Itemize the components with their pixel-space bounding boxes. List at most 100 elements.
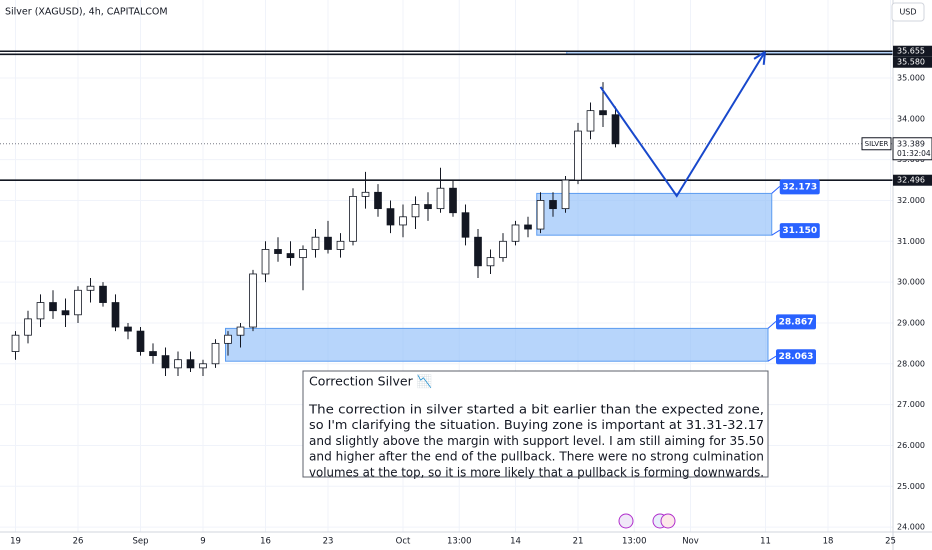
candle-body [449, 187, 457, 214]
callout [779, 179, 820, 195]
x-tick-label: 16 [260, 537, 271, 547]
x-tick-label: Oct [396, 537, 411, 547]
y-tick-label: 34.000 [897, 114, 925, 123]
candle-body [611, 114, 620, 145]
candle-body [424, 204, 432, 210]
x-tick-label: 21 [573, 537, 584, 547]
callout [776, 349, 816, 365]
x-tick-label: 18 [823, 537, 834, 547]
candle-body [386, 208, 395, 226]
currency-button[interactable] [891, 2, 925, 22]
candle-body [499, 240, 507, 259]
projection [599, 51, 766, 198]
candle-body [599, 110, 607, 116]
candle-body [536, 200, 545, 230]
candles [11, 82, 620, 377]
x-tick-label: 25 [885, 537, 896, 547]
candle-body [474, 236, 482, 267]
candle-body [324, 236, 332, 250]
candle-body [274, 249, 282, 254]
y-tick-label: 25.000 [897, 482, 925, 491]
x-tick-label: 19 [10, 537, 21, 547]
candle-body [49, 302, 57, 312]
candle-body [161, 355, 170, 369]
note-line: so I'm clarifying the situation. Buying … [309, 417, 764, 432]
labels: 24.000 25.000 26.000 27.000 28.000 29.000 30.0… [10, 45, 932, 547]
zones [225, 50, 894, 362]
candle-body [549, 200, 557, 210]
arrow-head [762, 51, 766, 65]
chart-title: Silver (XAGUSD), 4h, CAPITALCOM [5, 7, 168, 18]
zone [225, 327, 769, 362]
candle-body [461, 212, 470, 238]
note-title: Correction Silver 📉 [309, 374, 432, 389]
level-label: 35.655 [897, 47, 925, 56]
candle-body [249, 273, 257, 328]
callout-label: 31.150 [782, 226, 817, 236]
candle-body [336, 240, 345, 250]
candle-body [199, 363, 207, 369]
candle-body [586, 110, 595, 132]
note-line: The correction in silver started a bit e… [308, 402, 764, 417]
candle-body [299, 249, 307, 259]
level-badge [893, 174, 932, 186]
candle-body [524, 224, 532, 230]
candle-body [186, 359, 195, 369]
candle-body [261, 249, 270, 275]
y-tick-label: 26.000 [897, 441, 925, 450]
x-tick-label: 13:00 [622, 537, 647, 547]
candle-body [574, 130, 582, 181]
callout [776, 314, 816, 330]
y-tick-label: 30.000 [897, 278, 925, 287]
y-tick-label: 27.000 [897, 400, 925, 409]
candle-body [511, 224, 520, 242]
level-label: 35.580 [897, 58, 925, 67]
candle-body [349, 195, 357, 242]
callout-line [767, 355, 777, 362]
last-price-badge [892, 137, 932, 161]
last-price-name-badge [861, 137, 892, 151]
y-tick-label: 31.000 [897, 237, 925, 246]
x-tick-label: 23 [323, 537, 334, 547]
currency[interactable]: USD [899, 8, 916, 17]
event-icon[interactable] [660, 513, 676, 529]
x-tick-label: 13:00 [447, 537, 472, 547]
callout-line [771, 229, 781, 236]
countdown: 01:32:04 [897, 149, 931, 158]
level-label: 32.496 [897, 176, 925, 185]
time-axis-bg [0, 532, 932, 550]
x-tick-label: 26 [73, 537, 84, 547]
candle-body [311, 236, 320, 250]
candle-body [61, 310, 70, 316]
event-icon[interactable] [618, 513, 634, 529]
y-tick-label: 28.000 [897, 359, 925, 368]
x-tick-label: 14 [510, 537, 521, 547]
candle-body [211, 342, 220, 365]
callout-line [767, 321, 777, 329]
candle-body [436, 187, 445, 210]
callout-line [771, 186, 781, 194]
candle-body [374, 191, 382, 210]
y-tick-label: 35.000 [897, 73, 925, 82]
note: Correction Silver 📉 The correction in sil… [302, 370, 769, 479]
candle-body [86, 285, 95, 291]
arrow-head [753, 51, 766, 60]
callout-label: 32.173 [782, 182, 817, 192]
x-tick-label: Nov [682, 537, 699, 547]
last-price-label: 33.389 [897, 139, 925, 148]
x-tick-label: 9 [200, 537, 205, 547]
zone [536, 192, 773, 236]
candle-body [74, 289, 82, 316]
y-tick-label: 32.000 [897, 196, 925, 205]
candle-body [36, 302, 45, 320]
candle-body [361, 191, 370, 197]
candle-body [111, 302, 120, 328]
last-price-name: SILVER [865, 140, 889, 148]
candle-body [136, 330, 145, 352]
note-box [302, 370, 769, 478]
candle-body [236, 326, 245, 336]
projection-path [599, 51, 766, 198]
y-tick-label: 29.000 [897, 318, 925, 327]
